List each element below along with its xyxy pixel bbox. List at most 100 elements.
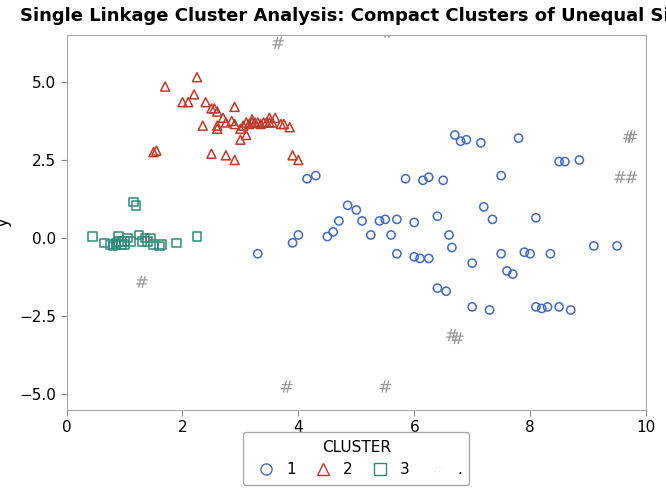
Point [113, 232, 124, 240]
Point [119, 238, 130, 246]
Point [278, 120, 289, 128]
Point [476, 139, 486, 147]
Point [134, 231, 145, 239]
Point [105, 240, 115, 248]
Point [229, 120, 240, 128]
Point [151, 146, 162, 154]
Point [424, 254, 434, 262]
Point [461, 136, 472, 143]
Point [611, 242, 622, 250]
Point [137, 278, 147, 286]
Point [273, 39, 284, 47]
Point [160, 82, 170, 90]
Point [447, 244, 458, 252]
Point [328, 228, 338, 236]
Point [154, 242, 165, 250]
Point [235, 136, 246, 143]
Point [117, 240, 127, 248]
Point [192, 73, 202, 81]
Point [148, 240, 159, 248]
X-axis label: x: x [352, 444, 361, 462]
Point [276, 120, 286, 128]
Point [392, 250, 402, 258]
Point [113, 238, 124, 246]
Point [507, 270, 518, 278]
Point [467, 259, 478, 267]
Point [424, 173, 434, 181]
Point [131, 202, 141, 209]
Legend: 1, 2, 3, .: 1, 2, 3, . [243, 432, 470, 485]
Point [171, 239, 182, 247]
Point [197, 122, 208, 130]
Point [128, 198, 139, 206]
Point [235, 124, 246, 132]
Point [99, 239, 110, 247]
Point [270, 114, 280, 122]
Point [287, 152, 298, 160]
Point [386, 231, 396, 239]
Point [531, 303, 541, 311]
Point [209, 104, 220, 112]
Point [264, 114, 274, 122]
Point [559, 158, 570, 166]
Point [218, 114, 228, 122]
Point [334, 217, 344, 225]
Y-axis label: y: y [0, 218, 11, 228]
Point [484, 306, 495, 314]
Point [200, 98, 211, 106]
Point [553, 303, 564, 311]
Point [212, 124, 222, 132]
Point [589, 242, 599, 250]
Point [626, 132, 637, 140]
Point [87, 232, 98, 240]
Point [487, 216, 498, 224]
Point [574, 156, 585, 164]
Point [261, 118, 272, 126]
Point [383, 28, 394, 36]
Point [244, 120, 254, 128]
Point [623, 132, 634, 140]
Point [400, 175, 411, 183]
Point [122, 234, 133, 242]
Point [238, 122, 248, 130]
Point [452, 334, 463, 342]
Point [246, 116, 257, 124]
Point [357, 217, 368, 225]
Point [293, 156, 304, 164]
Point [447, 331, 458, 339]
Point [525, 250, 535, 258]
Point [432, 284, 443, 292]
Point [250, 118, 260, 126]
Point [441, 287, 452, 295]
Point [310, 172, 321, 179]
Point [229, 156, 240, 164]
Point [322, 232, 333, 240]
Point [108, 242, 119, 250]
Point [366, 231, 376, 239]
Point [536, 304, 547, 312]
Point [125, 238, 136, 246]
Point [119, 240, 130, 248]
Point [450, 131, 460, 139]
Point [444, 231, 454, 239]
Point [139, 234, 150, 242]
Point [143, 238, 153, 246]
Point [302, 175, 312, 183]
Point [478, 203, 489, 211]
Point [177, 98, 188, 106]
Point [206, 150, 216, 158]
Point [212, 108, 222, 116]
Point [220, 118, 231, 126]
Point [531, 214, 541, 222]
Point [183, 98, 194, 106]
Point [157, 240, 168, 248]
Point [496, 172, 507, 179]
Point [226, 117, 237, 125]
Point [252, 118, 263, 126]
Point [374, 217, 385, 225]
Point [111, 240, 121, 248]
Point [111, 239, 121, 247]
Point [432, 212, 443, 220]
Point [418, 176, 428, 184]
Point [284, 123, 295, 131]
